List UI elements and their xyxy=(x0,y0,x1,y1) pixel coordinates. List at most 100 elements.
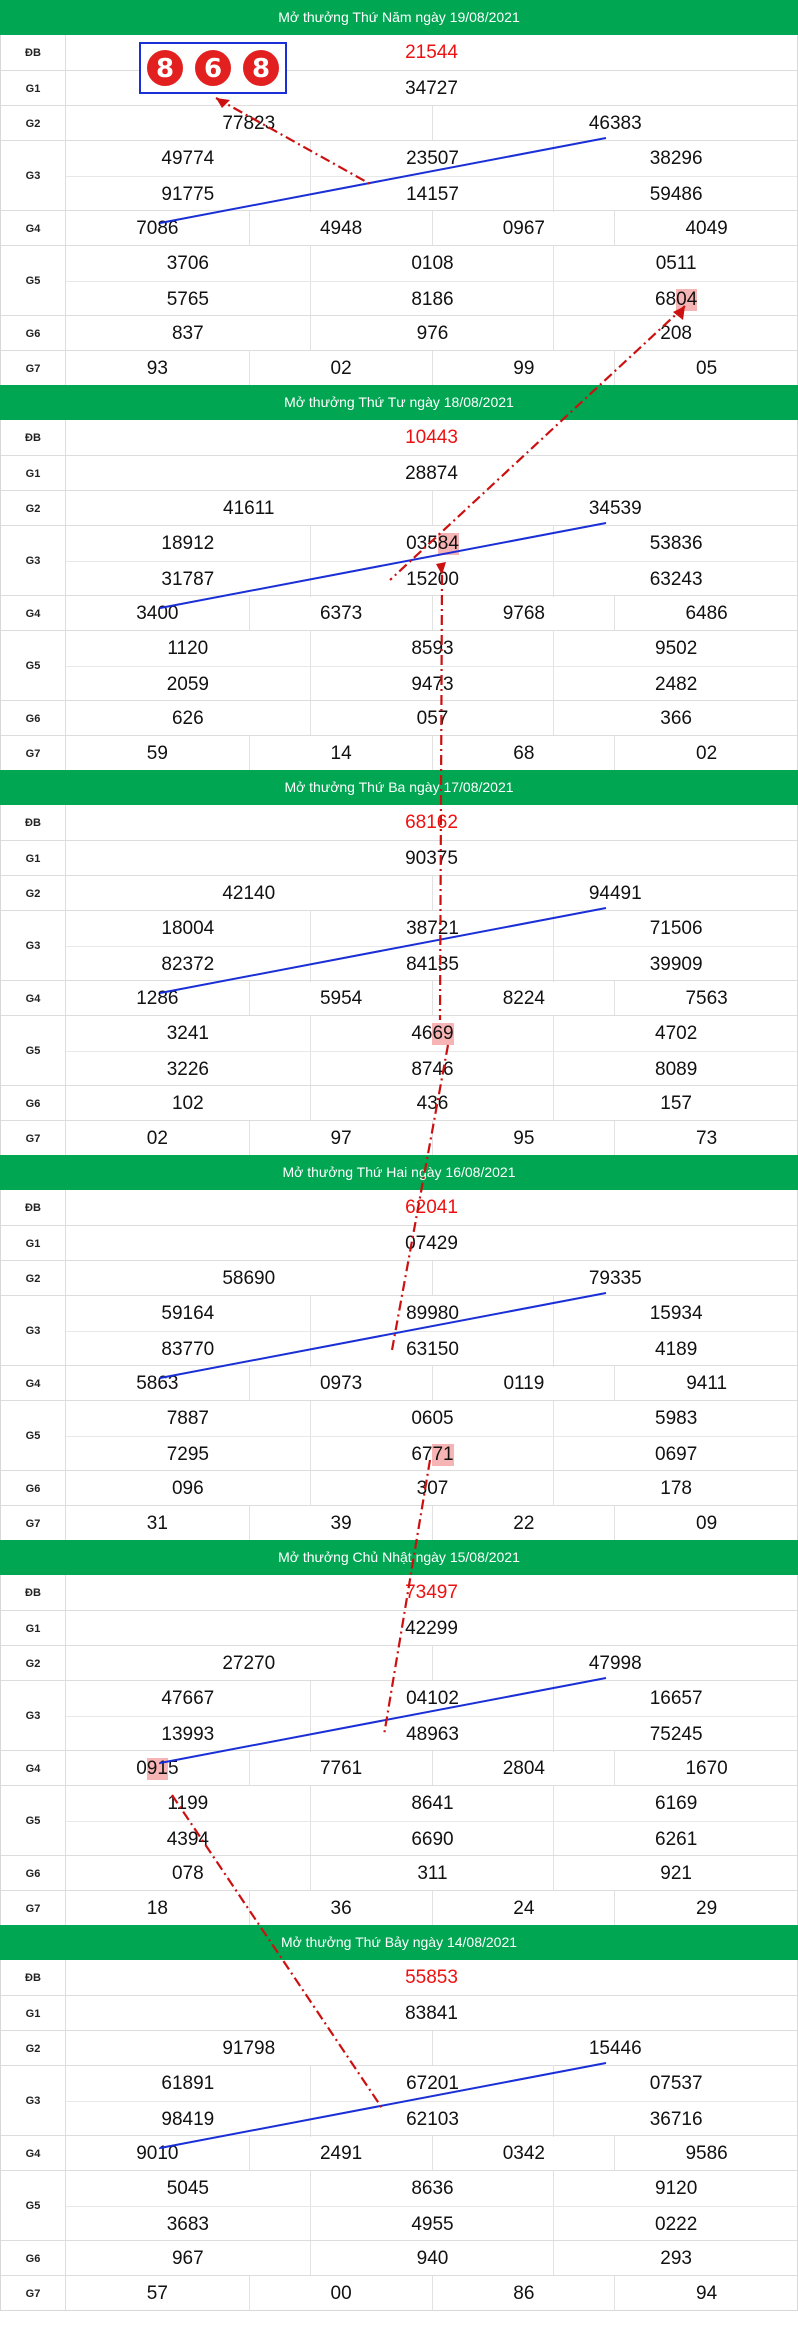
prize-label: G5 xyxy=(1,1016,66,1086)
prize-label: G2 xyxy=(1,1261,66,1296)
prize-number: 8636 xyxy=(309,2171,555,2206)
prize-number: 14 xyxy=(248,736,433,771)
prize-number: 921 xyxy=(553,1856,798,1891)
prize-label: ĐB xyxy=(1,420,66,455)
prize-number: 13993 xyxy=(161,1723,215,1745)
prize-number: 29 xyxy=(614,1891,798,1926)
prize-number: 096 xyxy=(171,1477,204,1499)
prize-label: ĐB xyxy=(1,1575,66,1610)
prize-row: G1 34727 xyxy=(1,70,797,106)
prize-line: 102 436 157 xyxy=(66,1086,797,1121)
prize-line: 4394 6690 6261 xyxy=(66,1821,797,1857)
prize-number: 79335 xyxy=(431,1261,798,1296)
prize-label: G6 xyxy=(1,316,66,351)
prize-row: ĐB 62041 xyxy=(1,1190,797,1225)
prize-line: 58690 79335 xyxy=(66,1261,797,1296)
prize-line: 82372 84135 39909 xyxy=(66,946,797,982)
special-prize-number: 68162 xyxy=(405,811,458,833)
prize-label: G5 xyxy=(1,1401,66,1471)
prize-number: 9120 xyxy=(553,2171,798,2206)
day-result-block: Mở thưởng Thứ Bảy ngày 14/08/2021 ĐB 55853… xyxy=(0,1925,798,2311)
prize-number: 8186 xyxy=(309,282,555,317)
prize-number: 46383 xyxy=(431,106,798,141)
prize-number: 93 xyxy=(146,357,168,379)
prize-label: G4 xyxy=(1,981,66,1016)
prize-label: G3 xyxy=(1,911,66,981)
prize-number: 8641 xyxy=(309,1786,555,1821)
prize-label: G6 xyxy=(1,701,66,736)
prize-number: 5863 xyxy=(136,1372,179,1394)
highlighted-digits: 69 xyxy=(432,1022,454,1045)
prize-number: 68 04 xyxy=(553,282,798,317)
prize-row: G1 42299 xyxy=(1,1610,797,1646)
prize-line: 91798 15446 xyxy=(66,2031,797,2066)
prize-number: 15934 xyxy=(553,1296,798,1331)
prize-number: 4394 xyxy=(166,1828,209,1850)
prize-line: 5765 8186 68 04 xyxy=(66,281,797,317)
special-prize-number: 21544 xyxy=(405,41,458,63)
prize-label: ĐB xyxy=(1,1190,66,1225)
prize-number: 0605 xyxy=(309,1401,555,1436)
prize-number: 71506 xyxy=(553,911,798,946)
prize-label: G2 xyxy=(1,2031,66,2066)
prize-row: G4 0 91 5 7761 2804 1670 xyxy=(1,1750,797,1786)
prize-number: 0222 xyxy=(553,2207,798,2242)
prize-number: 0967 xyxy=(431,211,616,246)
prize-number: 94491 xyxy=(431,876,798,911)
prize-line: 18912 035 84 53836 xyxy=(66,526,797,561)
prize-line: 62041 xyxy=(66,1190,797,1225)
prize-number: 1199 xyxy=(167,1792,209,1814)
prize-label: G3 xyxy=(1,1681,66,1751)
prize-number: 38721 xyxy=(309,911,555,946)
prize-number: 293 xyxy=(553,2241,798,2276)
prize-table: ĐB 73497 G1 42299 G2 27270 47998 G3 47667 04102 16… xyxy=(0,1575,798,1926)
prize-row: G2 91798 15446 xyxy=(1,2030,797,2066)
prize-row: G5 3241 46 69 4702 3226 8746 8089 xyxy=(1,1015,797,1087)
prize-line: 31787 15200 63243 xyxy=(66,561,797,597)
prize-line: 68162 xyxy=(66,805,797,840)
prize-number: 39909 xyxy=(553,947,798,982)
prize-label: G2 xyxy=(1,106,66,141)
prize-row: G3 18004 38721 71506 82372 84135 39909 xyxy=(1,910,798,982)
day-result-title: Mở thưởng Thứ Tư ngày 18/08/2021 xyxy=(0,385,798,420)
prize-line: 27270 47998 xyxy=(66,1646,797,1681)
prize-line: 837 976 208 xyxy=(66,316,797,351)
prize-number: 940 xyxy=(309,2241,555,2276)
prize-line: 21544 xyxy=(66,35,797,70)
prize-line: 55853 xyxy=(66,1960,797,1995)
prize-number: 9411 xyxy=(614,1366,798,1401)
prize-line: 49774 23507 38296 xyxy=(66,141,797,176)
prize-label: G5 xyxy=(1,246,66,316)
prize-number: 38296 xyxy=(553,141,798,176)
prize-row: G6 102 436 157 xyxy=(1,1085,797,1121)
prize-number: 09 xyxy=(614,1506,798,1541)
prize-table: ĐB 21544 G1 34727 G2 77823 46383 G3 49774 23507 38… xyxy=(0,35,798,386)
prize-number: 9473 xyxy=(309,667,555,702)
prize-number: 15200 xyxy=(309,562,555,597)
prize-number: 16657 xyxy=(553,1681,798,1716)
prize-number: 311 xyxy=(309,1856,555,1891)
prize-row: ĐB 55853 xyxy=(1,1960,797,1995)
prize-number: 2059 xyxy=(166,673,209,695)
prize-row: G2 77823 46383 xyxy=(1,105,797,141)
prize-number: 82372 xyxy=(161,953,215,975)
prize-number: 83841 xyxy=(405,2002,458,2024)
prize-number: 102 xyxy=(171,1092,204,1114)
prize-label: G1 xyxy=(1,456,66,491)
prize-line: 3226 8746 8089 xyxy=(66,1051,797,1087)
prize-table: ĐB 55853 G1 83841 G2 91798 15446 G3 61891 67201 07… xyxy=(0,1960,798,2311)
prize-number: 6261 xyxy=(553,1822,798,1857)
prize-number: 41611 xyxy=(223,497,275,519)
prize-line: 1286 5954 8224 7563 xyxy=(66,981,797,1016)
prize-number: 366 xyxy=(553,701,798,736)
day-result-block: Mở thưởng Thứ Tư ngày 18/08/2021 ĐB 10443 G… xyxy=(0,385,798,771)
prize-line: 93 02 99 05 xyxy=(66,351,797,386)
prize-row: G1 83841 xyxy=(1,1995,797,2031)
highlighted-digits: 91 xyxy=(146,1757,168,1780)
prize-row: ĐB 10443 xyxy=(1,420,797,455)
prize-number: 59164 xyxy=(161,1302,215,1324)
prize-row: G3 47667 04102 16657 13993 48963 75245 xyxy=(1,1680,798,1752)
prize-number: 208 xyxy=(553,316,798,351)
prize-number: 9768 xyxy=(431,596,616,631)
prize-label: G7 xyxy=(1,351,66,386)
